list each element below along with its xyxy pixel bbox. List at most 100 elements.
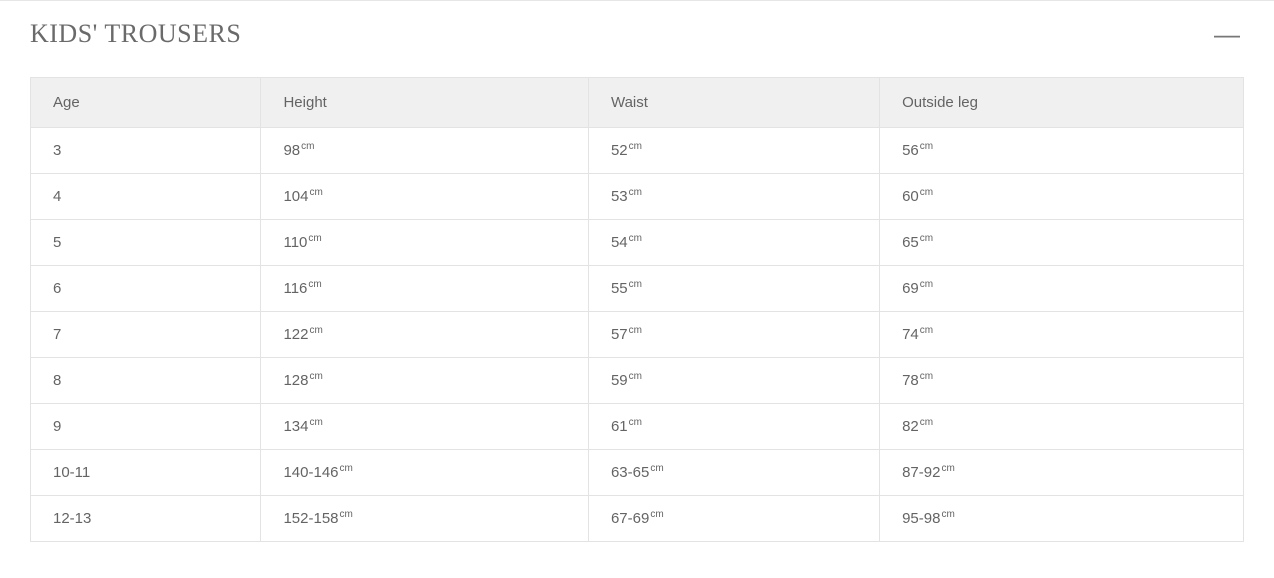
cell-value: 104 (283, 188, 308, 205)
collapse-button[interactable]: — (1210, 21, 1244, 47)
unit-label: cm (650, 509, 663, 520)
cell-value: 59 (611, 372, 628, 389)
table-cell: 122cm (261, 312, 589, 358)
table-cell: 7 (31, 312, 261, 358)
cell-value: 122 (283, 326, 308, 343)
cell-value: 95-98 (902, 510, 940, 527)
table-row: 6116cm55cm69cm (31, 266, 1244, 312)
cell-value: 134 (283, 418, 308, 435)
cell-value: 7 (53, 326, 61, 343)
table-cell: 98cm (261, 128, 589, 174)
cell-value: 128 (283, 372, 308, 389)
cell-value: 140-146 (283, 464, 338, 481)
table-header-cell: Waist (588, 78, 879, 128)
table-cell: 3 (31, 128, 261, 174)
unit-label: cm (340, 463, 353, 474)
size-table: AgeHeightWaistOutside leg 398cm52cm56cm4… (30, 77, 1244, 542)
cell-value: 82 (902, 418, 919, 435)
table-cell: 63-65cm (588, 450, 879, 496)
unit-label: cm (920, 417, 933, 428)
cell-value: 12-13 (53, 510, 91, 527)
table-row: 10-11140-146cm63-65cm87-92cm (31, 450, 1244, 496)
unit-label: cm (310, 371, 323, 382)
table-row: 5110cm54cm65cm (31, 220, 1244, 266)
unit-label: cm (310, 325, 323, 336)
table-cell: 5 (31, 220, 261, 266)
unit-label: cm (629, 279, 642, 290)
unit-label: cm (650, 463, 663, 474)
cell-value: 60 (902, 188, 919, 205)
table-cell: 6 (31, 266, 261, 312)
cell-value: 110 (283, 234, 307, 251)
cell-value: 53 (611, 188, 628, 205)
table-cell: 74cm (880, 312, 1244, 358)
cell-value: 4 (53, 188, 61, 205)
cell-value: 74 (902, 326, 919, 343)
cell-value: 67-69 (611, 510, 649, 527)
cell-value: 9 (53, 418, 61, 435)
unit-label: cm (920, 141, 933, 152)
unit-label: cm (301, 141, 314, 152)
unit-label: cm (629, 187, 642, 198)
minus-icon: — (1214, 19, 1240, 49)
table-row: 4104cm53cm60cm (31, 174, 1244, 220)
unit-label: cm (629, 417, 642, 428)
unit-label: cm (629, 141, 642, 152)
unit-label: cm (920, 279, 933, 290)
unit-label: cm (629, 233, 642, 244)
table-cell: 61cm (588, 404, 879, 450)
cell-value: 54 (611, 234, 628, 251)
unit-label: cm (310, 417, 323, 428)
table-row: 9134cm61cm82cm (31, 404, 1244, 450)
cell-value: 6 (53, 280, 61, 297)
table-cell: 65cm (880, 220, 1244, 266)
cell-value: 78 (902, 372, 919, 389)
table-cell: 152-158cm (261, 496, 589, 542)
table-header-cell: Outside leg (880, 78, 1244, 128)
cell-value: 3 (53, 142, 61, 159)
table-cell: 128cm (261, 358, 589, 404)
table-header-cell: Age (31, 78, 261, 128)
cell-value: 56 (902, 142, 919, 159)
cell-value: 116 (283, 280, 307, 297)
table-cell: 69cm (880, 266, 1244, 312)
table-cell: 55cm (588, 266, 879, 312)
table-cell: 95-98cm (880, 496, 1244, 542)
table-cell: 52cm (588, 128, 879, 174)
table-cell: 57cm (588, 312, 879, 358)
table-header-cell: Height (261, 78, 589, 128)
table-cell: 56cm (880, 128, 1244, 174)
unit-label: cm (340, 509, 353, 520)
table-row: 12-13152-158cm67-69cm95-98cm (31, 496, 1244, 542)
size-guide-section: KIDS' TROUSERS — AgeHeightWaistOutside l… (0, 0, 1274, 572)
table-cell: 87-92cm (880, 450, 1244, 496)
table-cell: 8 (31, 358, 261, 404)
table-cell: 140-146cm (261, 450, 589, 496)
unit-label: cm (920, 371, 933, 382)
unit-label: cm (920, 233, 933, 244)
unit-label: cm (308, 279, 321, 290)
table-cell: 60cm (880, 174, 1244, 220)
unit-label: cm (629, 371, 642, 382)
table-cell: 78cm (880, 358, 1244, 404)
table-cell: 67-69cm (588, 496, 879, 542)
table-cell: 12-13 (31, 496, 261, 542)
cell-value: 98 (283, 142, 300, 159)
table-cell: 82cm (880, 404, 1244, 450)
section-header: KIDS' TROUSERS — (30, 1, 1244, 77)
cell-value: 55 (611, 280, 628, 297)
cell-value: 152-158 (283, 510, 338, 527)
cell-value: 61 (611, 418, 628, 435)
table-row: 7122cm57cm74cm (31, 312, 1244, 358)
table-cell: 4 (31, 174, 261, 220)
unit-label: cm (920, 325, 933, 336)
table-body: 398cm52cm56cm4104cm53cm60cm5110cm54cm65c… (31, 128, 1244, 542)
table-cell: 53cm (588, 174, 879, 220)
unit-label: cm (920, 187, 933, 198)
table-cell: 10-11 (31, 450, 261, 496)
table-cell: 134cm (261, 404, 589, 450)
cell-value: 87-92 (902, 464, 940, 481)
cell-value: 57 (611, 326, 628, 343)
table-header: AgeHeightWaistOutside leg (31, 78, 1244, 128)
table-row: 398cm52cm56cm (31, 128, 1244, 174)
